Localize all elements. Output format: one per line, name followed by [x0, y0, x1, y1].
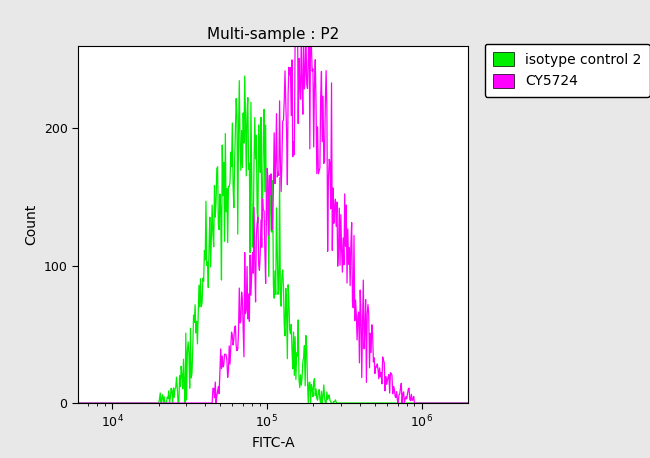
Legend: isotype control 2, CY5724: isotype control 2, CY5724: [485, 44, 650, 97]
Y-axis label: Count: Count: [24, 204, 38, 245]
Title: Multi-sample : P2: Multi-sample : P2: [207, 27, 339, 42]
X-axis label: FITC-A: FITC-A: [251, 436, 295, 450]
